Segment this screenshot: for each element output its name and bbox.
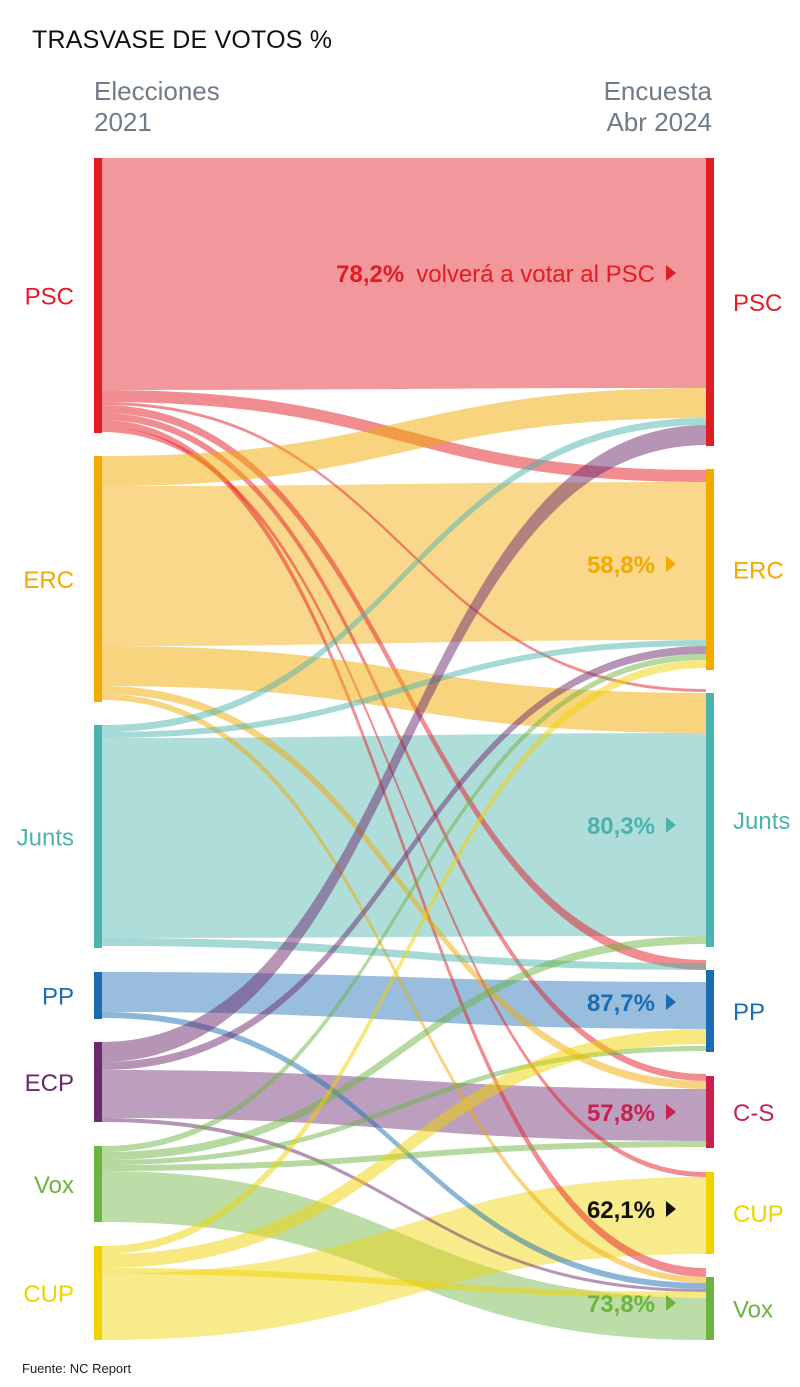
retention-arrow-erc bbox=[666, 556, 676, 572]
source-node-ecp bbox=[94, 1042, 102, 1122]
source-label-vox: Vox bbox=[34, 1172, 74, 1199]
target-node-vox bbox=[706, 1277, 714, 1340]
retention-label-junts: 80,3% bbox=[587, 813, 655, 840]
retention-label-pp: 87,7% bbox=[587, 990, 655, 1017]
retention-text-psc: volverá a votar al PSC bbox=[416, 261, 655, 288]
target-label-c-s: C-S bbox=[733, 1100, 774, 1127]
source-node-erc bbox=[94, 456, 102, 702]
target-label-pp: PP bbox=[733, 999, 765, 1026]
target-node-psc bbox=[706, 158, 714, 446]
target-node-erc bbox=[706, 469, 714, 670]
target-label-psc: PSC bbox=[733, 290, 782, 317]
target-node-pp bbox=[706, 970, 714, 1052]
flow-cup-to-pp bbox=[102, 1029, 706, 1268]
flow-vox-to-junts bbox=[102, 936, 706, 1160]
source-node-psc bbox=[94, 158, 102, 433]
source-node-vox bbox=[94, 1146, 102, 1222]
flow-junts-to-junts bbox=[102, 733, 706, 938]
retention-arrow-psc bbox=[666, 265, 676, 281]
left-column-title-line1: Elecciones bbox=[94, 76, 220, 106]
target-label-erc: ERC bbox=[733, 558, 784, 585]
flow-ecp-to-vox bbox=[102, 1118, 706, 1292]
flow-erc-to-vox bbox=[102, 694, 706, 1283]
source-node-cup bbox=[94, 1246, 102, 1340]
source-label-pp: PP bbox=[42, 984, 74, 1011]
flow-ecp-to-erc bbox=[102, 646, 706, 1070]
source-label-cup: CUP bbox=[23, 1281, 74, 1308]
node-group: PSC ERC Junts PP ECP Vox CUP PSC ERC Junts PP C-S CU… bbox=[17, 158, 790, 1340]
retention-arrow-pp bbox=[666, 994, 676, 1010]
flow-psc-to-psc bbox=[102, 158, 706, 390]
target-node-cup bbox=[706, 1172, 714, 1254]
retention-arrow-c-s bbox=[666, 1104, 676, 1120]
flow-group bbox=[102, 158, 706, 1340]
source-label-junts: Junts bbox=[17, 825, 74, 852]
source-label-ecp: ECP bbox=[25, 1070, 74, 1097]
chart-title: TRASVASE DE VOTOS % bbox=[32, 26, 333, 54]
retention-label-vox: 73,8% bbox=[587, 1291, 655, 1318]
flow-erc-to-c-s bbox=[102, 686, 706, 1089]
target-node-c-s bbox=[706, 1076, 714, 1148]
flow-vox-to-pp bbox=[102, 1046, 706, 1165]
flow-psc-to-cup bbox=[102, 427, 706, 1177]
flow-cup-to-vox bbox=[102, 1268, 706, 1298]
source-label-erc: ERC bbox=[23, 567, 74, 594]
retention-labels: 78,2% volverá a votar al PSC 58,8% 80,3% 87,… bbox=[336, 261, 676, 1318]
flow-cup-to-erc bbox=[102, 660, 706, 1254]
retention-label-c-s: 57,8% bbox=[587, 1100, 655, 1127]
retention-arrow-junts bbox=[666, 817, 676, 833]
target-node-junts bbox=[706, 693, 714, 947]
target-label-cup: CUP bbox=[733, 1201, 784, 1228]
left-column-title: Elecciones 2021 bbox=[94, 76, 220, 138]
source-note: Fuente: NC Report bbox=[22, 1361, 132, 1376]
target-label-vox: Vox bbox=[733, 1297, 773, 1324]
retention-arrow-vox bbox=[666, 1295, 676, 1311]
source-label-psc: PSC bbox=[25, 284, 74, 311]
flow-junts-to-erc bbox=[102, 640, 706, 738]
right-column-title-line2: Abr 2024 bbox=[606, 107, 712, 137]
flow-psc-to-vox bbox=[102, 420, 706, 1277]
flow-erc-to-psc bbox=[102, 388, 706, 486]
flow-junts-to-psc bbox=[102, 418, 706, 732]
flow-erc-to-erc bbox=[102, 482, 706, 646]
retention-arrow-cup bbox=[666, 1201, 676, 1217]
retention-label-psc: 78,2% volverá a votar al PSC bbox=[336, 261, 655, 288]
flow-psc-to-junts bbox=[102, 402, 706, 692]
retention-value-psc: 78,2% bbox=[336, 261, 404, 288]
right-column-title: Encuesta Abr 2024 bbox=[604, 76, 712, 138]
flow-vox-to-vox bbox=[102, 1171, 706, 1340]
target-label-junts: Junts bbox=[733, 808, 790, 835]
source-node-junts bbox=[94, 725, 102, 948]
source-node-pp bbox=[94, 972, 102, 1019]
right-column-title-line1: Encuesta bbox=[603, 76, 712, 106]
retention-label-cup: 62,1% bbox=[587, 1197, 655, 1224]
left-column-title-line2: 2021 bbox=[94, 107, 152, 137]
flow-vox-to-erc bbox=[102, 654, 706, 1152]
retention-label-erc: 58,8% bbox=[587, 552, 655, 579]
flow-ecp-to-psc bbox=[102, 425, 706, 1062]
